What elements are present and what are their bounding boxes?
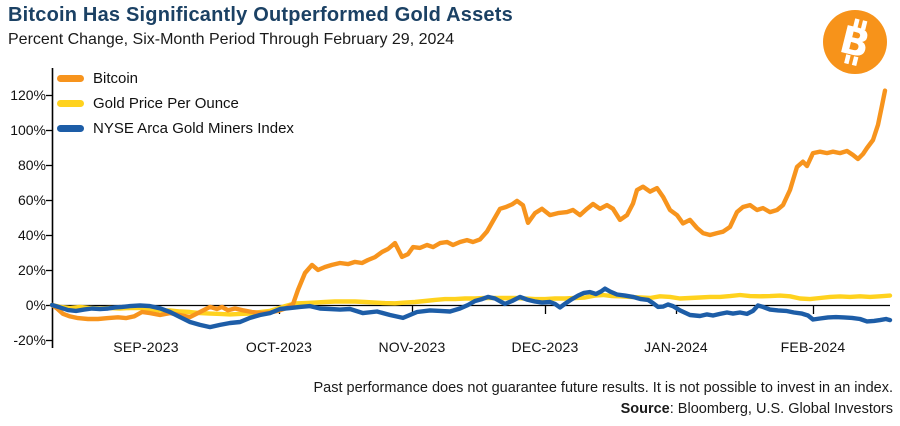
series-line-bitcoin (49, 88, 888, 322)
gold-line-swatch (57, 100, 84, 107)
series-line-gold-price-per-ounce (49, 292, 893, 317)
y-axis-tick-label: 100% (10, 121, 46, 138)
gold-miners-line-swatch (57, 125, 84, 132)
legend-item-bitcoin: Bitcoin (57, 66, 294, 91)
x-axis-tick-label: FEB-2024 (780, 339, 846, 355)
source-detail: : Bloomberg, U.S. Global Investors (669, 401, 893, 417)
bitcoin-line-swatch (57, 75, 84, 82)
chart-subtitle: Percent Change, Six-Month Period Through… (8, 31, 455, 48)
chart-title: Bitcoin Has Significantly Outperformed G… (8, 4, 513, 26)
legend-item-gold: Gold Price Per Ounce (57, 91, 294, 116)
y-axis-tick-label: 60% (17, 191, 46, 208)
source-text: Source: Bloomberg, U.S. Global Investors (621, 401, 893, 417)
legend-item-gold-miners: NYSE Arca Gold Miners Index (57, 116, 294, 141)
y-axis-tick-label: 120% (10, 86, 46, 103)
source-label: Source (620, 401, 670, 417)
x-axis-tick-label: DEC-2023 (511, 339, 579, 355)
y-axis-tick-label: -20% (13, 331, 46, 348)
y-axis-tick-label: 0% (25, 296, 46, 313)
series-line-nyse-arca-gold-miners-index (49, 286, 893, 330)
y-axis-tick-label: 80% (17, 156, 46, 173)
x-axis-tick-label: JAN-2024 (644, 339, 708, 355)
y-axis-tick-label: 20% (17, 261, 46, 278)
x-axis-tick-label: OCT-2023 (245, 339, 313, 355)
bitcoin-icon: B (823, 10, 887, 74)
y-axis-tick-label: 40% (17, 226, 46, 243)
x-axis-tick-label: NOV-2023 (378, 339, 446, 355)
legend-label: Bitcoin (93, 70, 139, 87)
x-axis-tick-label: SEP-2023 (113, 339, 179, 355)
disclaimer-text: Past performance does not guarantee futu… (313, 380, 893, 396)
legend-label: Gold Price Per Ounce (93, 95, 239, 112)
chart-legend: Bitcoin Gold Price Per Ounce NYSE Arca G… (57, 66, 294, 141)
legend-label: NYSE Arca Gold Miners Index (93, 120, 294, 137)
